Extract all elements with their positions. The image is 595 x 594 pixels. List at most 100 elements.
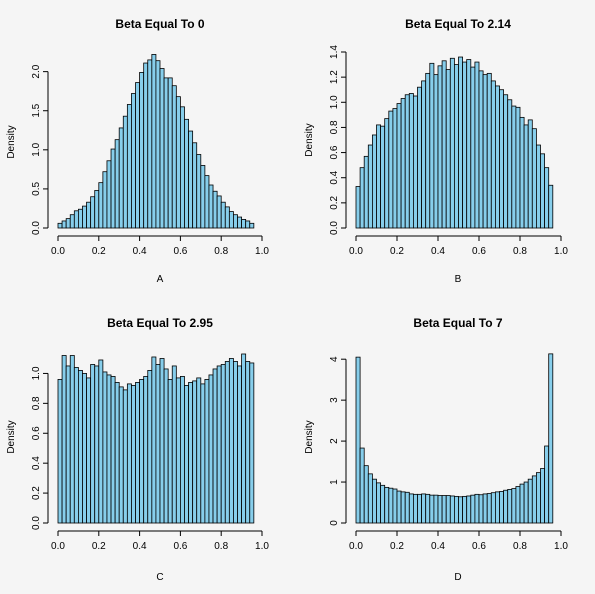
histogram-bar [110, 148, 116, 229]
histogram-bar [527, 478, 533, 524]
histogram-bar [540, 468, 545, 524]
histogram-bar [531, 475, 537, 524]
histogram-bar [404, 94, 410, 229]
histogram-panel-3: Beta Equal To 2.95 0.0 0.2 0.4 0.6 0.8 1.0 0.0 0… [6, 316, 269, 583]
x-tick-label: 1.0 [554, 246, 568, 257]
histogram-bar [367, 473, 373, 524]
histogram-bar [135, 82, 141, 229]
histogram-bar [69, 214, 75, 229]
histogram-bar [122, 115, 128, 229]
histogram-bar [98, 182, 104, 229]
x-tick-label: 0.4 [431, 246, 445, 257]
x-tick-label: 0.2 [390, 246, 404, 257]
histogram-bar [519, 483, 525, 524]
y-tick-label: 1.2 [329, 70, 340, 84]
y-tick-label: 4 [329, 356, 340, 362]
histogram-bar [429, 494, 435, 524]
histogram-bar [392, 488, 398, 524]
y-tick-label: 0.4 [31, 456, 42, 470]
histogram-bar [131, 384, 136, 524]
x-tick-label: 0.4 [133, 541, 147, 552]
histogram-bar [445, 69, 451, 229]
histogram-bar [61, 220, 67, 229]
histogram-bar [228, 211, 234, 229]
histogram-bar [171, 85, 177, 229]
y-tick-label: 0.6 [329, 145, 340, 159]
histogram-bar [388, 110, 394, 229]
histogram-bar [65, 365, 71, 524]
histogram-bar [82, 373, 87, 524]
histogram-bar [171, 365, 177, 524]
histogram-bar [212, 190, 218, 229]
histogram-bar [102, 371, 108, 524]
histogram-bar [421, 80, 427, 229]
histogram-bar [453, 64, 459, 229]
x-tick-label: 0.6 [173, 246, 187, 257]
histogram-bar [57, 379, 63, 524]
y-tick-label: 0.8 [329, 120, 340, 134]
histogram-bar [503, 489, 509, 524]
x-axis-label: B [455, 274, 462, 285]
histogram-bar [425, 493, 431, 524]
y-tick-label: 1.0 [329, 95, 340, 109]
x-tick-label: 0.6 [173, 541, 187, 552]
histogram-bar [404, 491, 410, 524]
histogram-bar [544, 445, 550, 524]
histogram-bar [65, 218, 71, 229]
y-tick-label: 3 [329, 397, 340, 403]
y-tick-label: 1.4 [329, 45, 340, 59]
histogram-bar [233, 361, 238, 524]
histogram-bar [482, 74, 488, 229]
y-tick-label: 2 [329, 438, 340, 444]
histogram-bar [135, 382, 141, 524]
histogram-bar [241, 218, 247, 229]
histogram-bar [523, 124, 529, 229]
histogram-bar [175, 96, 181, 229]
histogram-bar [98, 359, 104, 524]
histogram-bar [155, 364, 161, 524]
y-tick-label: 0.0 [31, 516, 42, 530]
y-axis-label: Density [304, 123, 315, 156]
histogram-bar [474, 61, 480, 229]
histogram-bar [482, 493, 488, 524]
histogram-bar [548, 353, 554, 524]
histogram-bar [536, 472, 541, 524]
histogram-bar [499, 89, 504, 229]
histogram-bar [408, 493, 414, 524]
histogram-bar [486, 493, 492, 524]
histogram-bar [544, 167, 550, 229]
y-tick-label: 1.0 [31, 142, 42, 156]
histogram-bar [200, 165, 206, 229]
y-tick-label: 0.0 [31, 221, 42, 235]
histogram-bar [241, 353, 247, 524]
histogram-bar [237, 216, 243, 229]
histogram-bar [163, 368, 169, 524]
histogram-bar [179, 106, 185, 229]
histogram-bar [536, 144, 541, 229]
y-tick-label: 0.6 [31, 426, 42, 440]
y-tick-label: 1 [329, 479, 340, 485]
histogram-bar [73, 210, 79, 229]
histogram-bar [515, 106, 521, 229]
y-axis-label: Density [304, 420, 315, 453]
y-tick-label: 0.8 [31, 396, 42, 410]
histogram-bar [376, 482, 381, 524]
y-tick-label: 0.2 [329, 195, 340, 209]
histogram-bar [151, 54, 157, 229]
histogram-bar [540, 153, 545, 229]
histogram-bar [437, 65, 443, 229]
histogram-bar [425, 72, 431, 229]
histogram-bar [458, 56, 463, 229]
histogram-bar [462, 61, 468, 229]
histogram-bar [384, 118, 390, 229]
histogram-bar [519, 116, 525, 229]
histogram-bar [118, 386, 124, 524]
histogram-bar [412, 95, 418, 229]
x-tick-label: 0.0 [349, 246, 363, 257]
histogram-bar [249, 222, 255, 229]
histogram-bar [151, 356, 157, 524]
x-tick-label: 0.8 [513, 541, 527, 552]
histogram-bar [94, 190, 100, 229]
y-tick-label: 0.2 [31, 486, 42, 500]
histogram-bar [204, 175, 210, 229]
